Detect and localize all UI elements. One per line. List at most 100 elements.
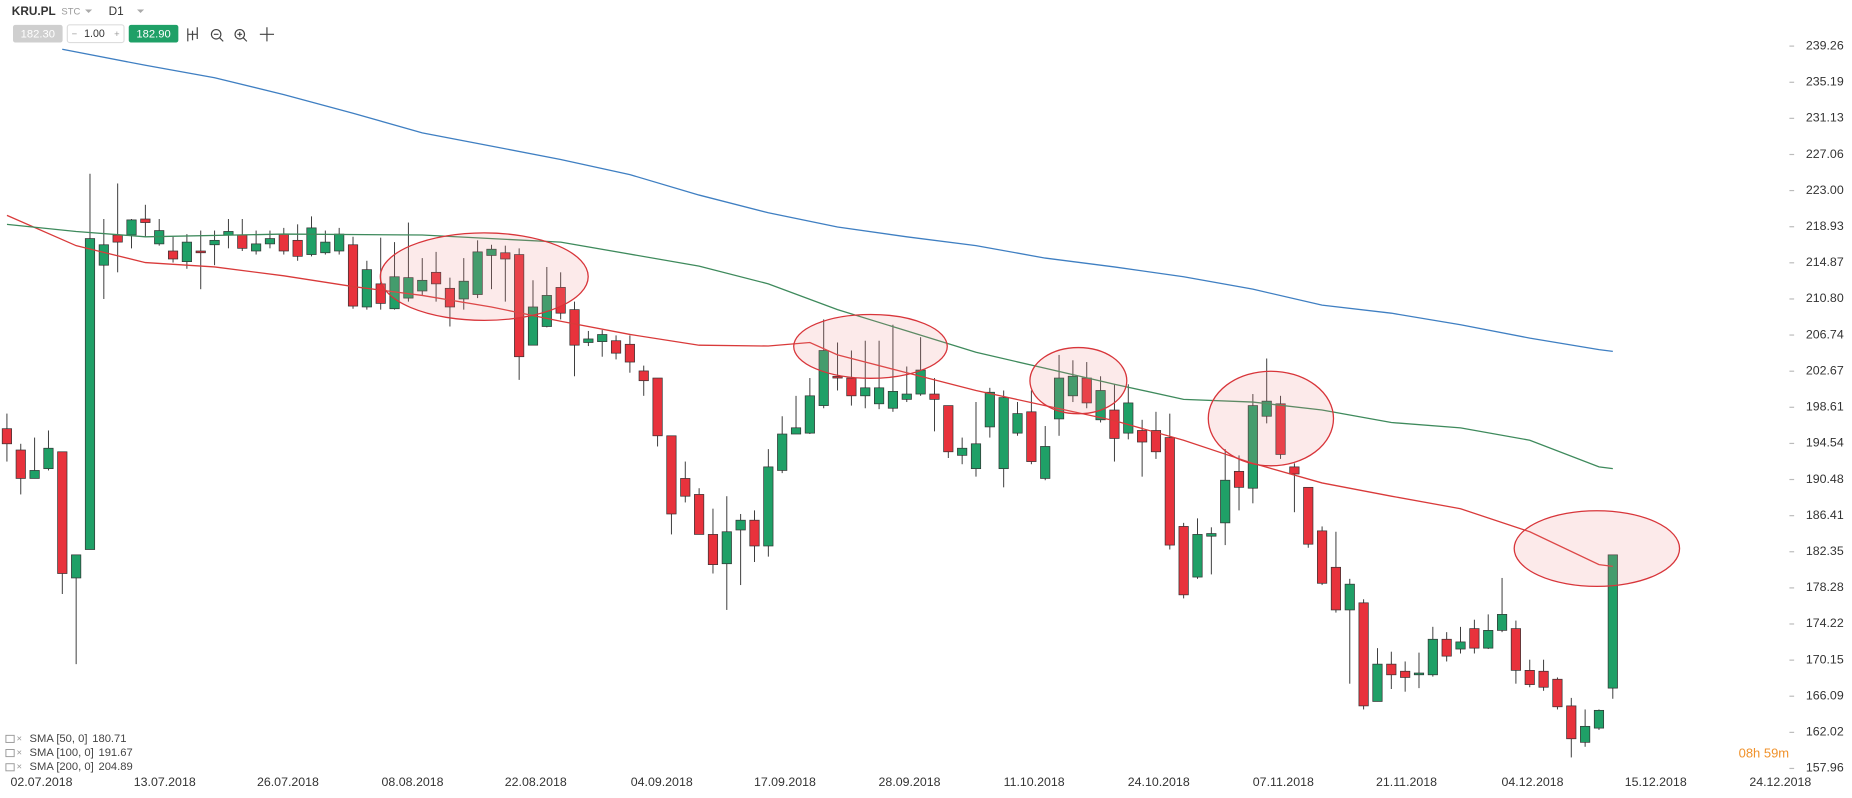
minus[interactable]: −: [72, 29, 78, 40]
candle-body: [970, 443, 982, 470]
legend-close: ×: [17, 733, 23, 744]
candle-body: [1053, 377, 1065, 420]
zoom-in-icon[interactable]: [234, 28, 246, 40]
y-tick-label: 210.80: [1806, 291, 1844, 305]
x-tick-label: 24.10.2018: [1128, 775, 1190, 789]
candle-body: [71, 554, 82, 579]
chart-type-icon[interactable]: [187, 27, 198, 42]
candle-body: [1510, 628, 1521, 671]
candle-body: [957, 447, 968, 456]
candle-body: [583, 338, 594, 343]
candle-body: [1109, 409, 1120, 439]
toolbar: KRU.PL STC D1 182.30 − 1.00 + 182.90: [12, 4, 275, 44]
x-tick-label: 22.08.2018: [505, 775, 567, 789]
candle-body: [1566, 705, 1577, 740]
quantity-box[interactable]: [66, 24, 125, 44]
candle-body: [1344, 583, 1355, 611]
y-tick-label: 231.13: [1806, 111, 1844, 125]
candle-body: [278, 233, 289, 252]
candle-body: [1123, 402, 1134, 434]
candle-body: [195, 250, 206, 254]
candle-body: [1247, 405, 1258, 489]
highlight-ellipse: [793, 313, 948, 379]
candle-body: [735, 519, 746, 531]
crosshair-icon[interactable]: [259, 27, 275, 42]
candle-body: [1372, 663, 1383, 702]
candle-body: [749, 519, 760, 547]
x-tick-label: 02.07.2018: [11, 775, 73, 789]
legend-icon: [5, 749, 15, 758]
sma-line: [6, 223, 1613, 470]
candle-body: [1137, 430, 1148, 443]
candle-body: [1441, 638, 1452, 657]
legend-value: 180.71: [92, 733, 126, 745]
x-tick-label: 11.10.2018: [1004, 775, 1065, 789]
interval[interactable]: D1: [109, 4, 124, 18]
dropdown-icon[interactable]: [85, 9, 93, 14]
candle-body: [1538, 670, 1549, 688]
candle-body: [292, 239, 303, 257]
x-tick-label: 21.11.2018: [1376, 775, 1437, 789]
plus[interactable]: +: [114, 29, 120, 40]
candle-body: [472, 251, 483, 295]
candle-body: [458, 280, 469, 300]
candle-body: [555, 287, 566, 314]
candle-body: [1261, 400, 1272, 417]
y-tick-label: 214.87: [1806, 255, 1844, 269]
highlight-ellipse: [1029, 346, 1128, 415]
candle-body: [1330, 566, 1341, 611]
candle-body: [707, 534, 719, 565]
x-tick-label: 04.12.2018: [1502, 775, 1564, 789]
ask-box[interactable]: [128, 24, 179, 43]
candle-body: [680, 478, 691, 497]
y-tick-label: 166.09: [1806, 688, 1844, 702]
candle-body: [984, 391, 995, 428]
candle-body: [887, 391, 898, 409]
y-tick-label: 218.93: [1806, 219, 1844, 233]
candle-body: [1386, 663, 1397, 676]
candle-body: [929, 393, 940, 400]
ask-price[interactable]: 182.90: [136, 28, 170, 40]
legend-name: SMA [100, 0]: [30, 747, 94, 759]
highlight-ellipse: [1513, 510, 1681, 588]
dropdown-icon[interactable]: [137, 9, 145, 14]
candle-body: [1164, 437, 1175, 546]
candle-body: [763, 466, 774, 547]
legend-entry: SMA [100, 0] 191.67: [30, 747, 133, 759]
legend-close: ×: [17, 762, 23, 773]
candle-body: [1455, 641, 1466, 650]
candle-body: [1607, 554, 1618, 689]
candle-body: [375, 283, 386, 304]
candle-body: [860, 387, 871, 397]
candle-body: [1289, 466, 1300, 475]
candle-body: [140, 218, 151, 223]
zoom-out-icon[interactable]: [210, 28, 222, 40]
candle-body: [1303, 486, 1314, 545]
bid-price[interactable]: 182.30: [21, 28, 55, 40]
x-tick-label: 13.07.2018: [134, 775, 196, 789]
legend: × SMA [50, 0] 180.71 × SMA [100, 0] 191.67 × SM…: [5, 733, 133, 773]
symbol[interactable]: KRU.PL: [12, 4, 56, 18]
market[interactable]: STC: [61, 6, 80, 17]
candle-body: [1178, 526, 1189, 596]
candle-body: [1040, 446, 1051, 479]
y-tick-label: 202.67: [1806, 363, 1844, 377]
bid-box[interactable]: [12, 24, 63, 43]
x-tick-label: 04.09.2018: [631, 775, 693, 789]
candle-body: [1400, 670, 1411, 678]
candle-body: [1067, 375, 1078, 397]
candle-body: [98, 244, 109, 266]
candle-body: [998, 397, 1009, 470]
y-tick-label: 157.96: [1806, 761, 1844, 775]
legend-name: SMA [50, 0]: [30, 733, 88, 745]
legend-close: ×: [17, 748, 23, 759]
candle-body: [1552, 678, 1563, 708]
legend-entry: SMA [200, 0] 204.89: [30, 761, 133, 773]
quantity[interactable]: 1.00: [84, 28, 105, 40]
candle-body: [500, 252, 511, 260]
candle-body: [306, 227, 317, 255]
candle-body: [15, 449, 26, 479]
candle-body: [1, 428, 12, 445]
candle-body: [1275, 403, 1286, 455]
candle-body: [1524, 670, 1535, 685]
